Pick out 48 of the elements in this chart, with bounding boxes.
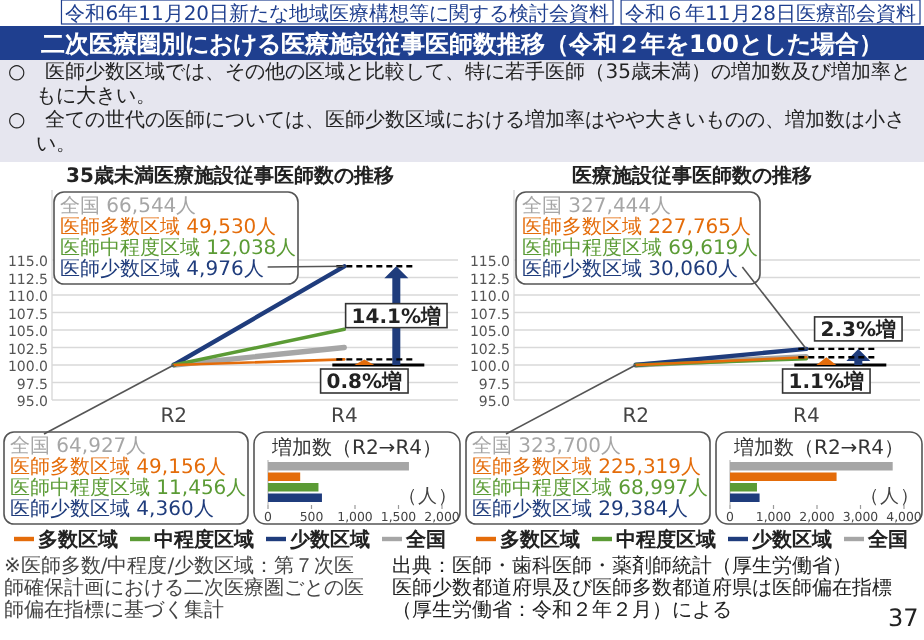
legend-label: 多数区域	[500, 528, 580, 552]
chart-title: 増加数（R2→R4）	[732, 436, 904, 460]
chart-title: 35歳未満医療施設従事医師数の推移	[66, 164, 394, 188]
text: ○ 全ての世代の医師については、医師少数区域における増加率はやや大きいものの、増加数は小さい。	[8, 110, 908, 158]
x-tick-label: R4	[331, 406, 358, 428]
legend-label: 全国	[404, 528, 446, 552]
text: 二次医療圏別における医療施設従事医師数推移（令和２年を100とした場合）	[40, 30, 884, 58]
annotation: 全国 66,544人	[60, 194, 197, 218]
text: 医師少数区域 4,360人	[10, 497, 214, 521]
chart-title: 増加数（R2→R4）	[270, 436, 442, 460]
x-tick-label: R4	[793, 406, 820, 428]
legend-label: 全国	[866, 528, 908, 552]
text: 医師中程度区域 68,997人	[472, 476, 709, 500]
text: ○ 医師少数区域では、その他の区域と比較して、特に若手医師（35歳未満）の増加数及び増加率ともに大きい。	[8, 62, 913, 109]
annotation: 医師少数区域 30,060人	[522, 257, 739, 281]
ref-line-label: 0.8%増	[326, 370, 403, 394]
legend-label: 中程度区域	[616, 528, 716, 552]
ref-line-label: 1.1%増	[788, 370, 865, 394]
text: 医師多数区域 225,319人	[472, 455, 702, 479]
x-tick-label: R2	[160, 406, 188, 428]
annotation: 全国 64,927人	[10, 434, 147, 458]
x-axis-title: （人）	[860, 486, 920, 508]
ref-line-label: 2.3%増	[820, 317, 897, 342]
text: ※医師多数/中程度/少数区域：第７次医師確保計画における二次医療圏ごとの医師偏在指標に基づく集計	[4, 556, 366, 622]
annotation: 医師多数区域 49,530人	[60, 215, 277, 239]
text: 令和6年11月20日新たな地域医療構想等に関する検討会資料	[65, 2, 610, 26]
annotation: 医師少数区域 4,976人	[60, 257, 264, 281]
text: 37	[888, 604, 919, 632]
text: 医師多数区域 49,156人	[10, 455, 227, 479]
chart-title: 医療施設従事医師数の推移	[572, 164, 812, 188]
text: 令和６年11月28日医療部会資料	[625, 2, 916, 26]
annotation: 医師多数区域 227,765人	[522, 215, 752, 239]
text: 医師少数都道府県及び医師多数都道府県は医師偏在指標	[392, 578, 892, 600]
source-note: 出典：医師・歯科医師・薬剤師統計（厚生労働省）	[392, 556, 852, 578]
legend-label: 多数区域	[38, 528, 118, 552]
x-tick-label: R2	[622, 406, 650, 428]
annotation: 医師中程度区域 69,619人	[522, 236, 759, 260]
legend-label: 中程度区域	[154, 528, 254, 552]
text: 医師中程度区域 11,456人	[10, 476, 247, 500]
text: （厚生労働省：令和２年２月）による	[392, 600, 732, 622]
legend-label: 少数区域	[288, 528, 370, 552]
ref-line-label: 14.1%増	[351, 304, 442, 329]
text: 医師少数区域 29,384人	[472, 497, 689, 521]
x-axis-title: （人）	[398, 486, 458, 508]
annotation: 全国 327,444人	[522, 194, 672, 218]
annotation: 全国 323,700人	[472, 434, 622, 458]
legend-label: 少数区域	[750, 528, 832, 552]
annotation: 医師中程度区域 12,038人	[60, 236, 297, 260]
